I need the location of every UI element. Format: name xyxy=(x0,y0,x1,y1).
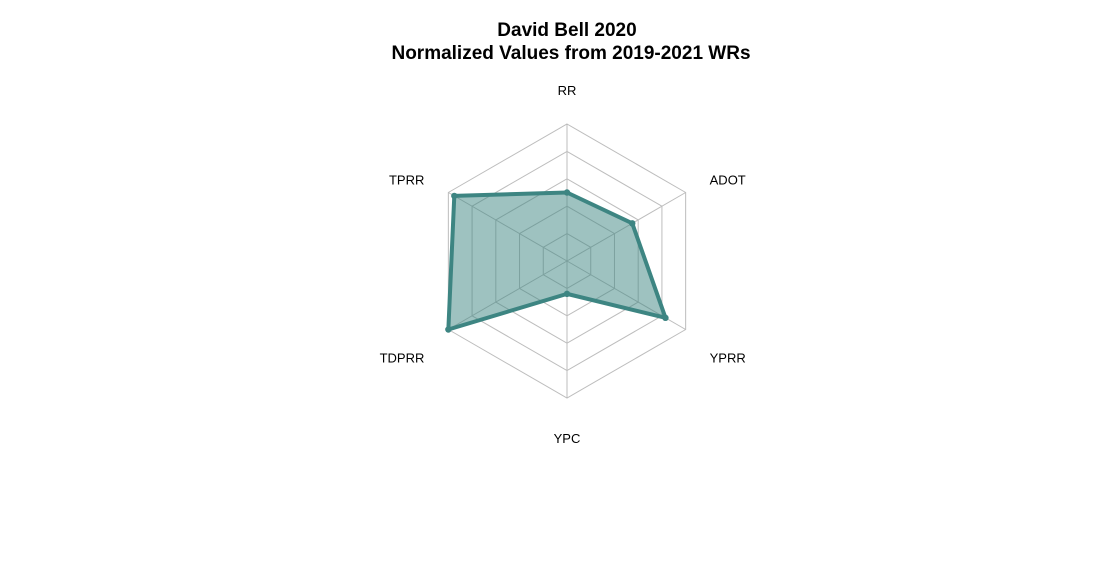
data-point-ypc xyxy=(563,290,571,298)
radar-series xyxy=(445,189,669,333)
axis-label-yprr: YPRR xyxy=(710,351,746,366)
data-point-tdprr xyxy=(445,326,452,333)
axis-label-rr: RR xyxy=(558,83,577,98)
series-area xyxy=(446,190,668,332)
axis-label-tprr: TPRR xyxy=(389,173,424,188)
axis-label-tdprr: TDPRR xyxy=(380,351,425,366)
axis-labels: RR ADOT YPRR YPC TDPRR TPRR xyxy=(380,83,746,446)
chart-subtitle: Normalized Values from 2019-2021 WRs xyxy=(391,43,750,64)
axis-label-adot: ADOT xyxy=(710,173,746,188)
data-point-adot xyxy=(629,220,636,227)
chart-title: David Bell 2020 xyxy=(497,20,636,41)
axis-label-ypc: YPC xyxy=(554,431,581,446)
data-point-yprr xyxy=(662,314,669,322)
data-point-rr xyxy=(563,189,571,196)
data-point-tprr xyxy=(451,192,458,200)
